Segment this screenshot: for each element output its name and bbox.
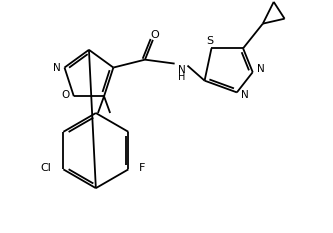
Text: N: N (178, 65, 185, 75)
Text: S: S (206, 36, 213, 46)
Text: H: H (178, 72, 185, 82)
Text: N: N (53, 62, 61, 72)
Text: F: F (139, 163, 146, 173)
Text: N: N (257, 64, 264, 74)
Text: N: N (241, 90, 249, 100)
Text: Cl: Cl (41, 163, 52, 173)
Text: O: O (151, 30, 159, 40)
Text: O: O (62, 90, 70, 100)
